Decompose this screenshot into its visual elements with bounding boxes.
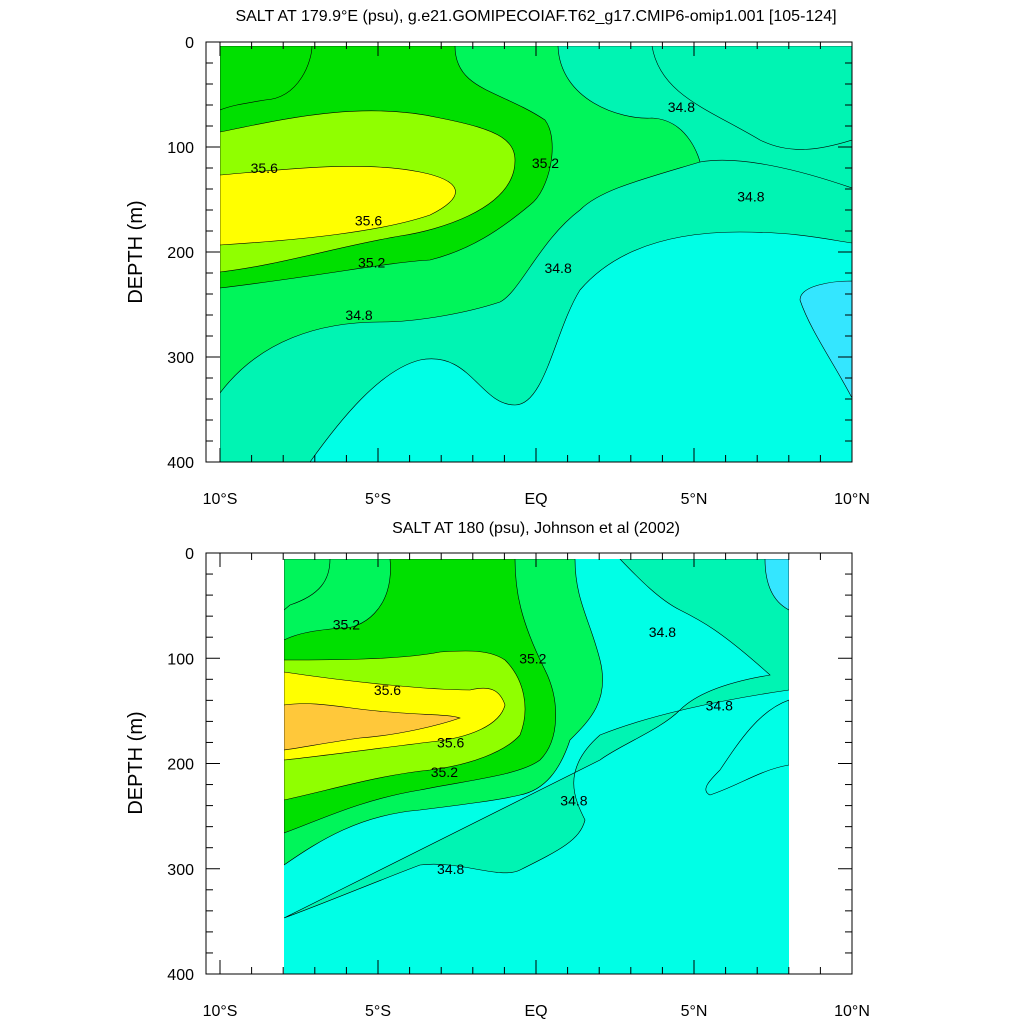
top-y-tick-label: 400 bbox=[167, 455, 194, 472]
top-contour-labels: 35.6 35.6 35.2 35.2 34.8 34.8 34.8 34.8 bbox=[251, 99, 765, 323]
top-contour-34.8-upper bbox=[651, 46, 852, 150]
top-contour-label: 35.2 bbox=[532, 155, 559, 171]
top-x-tick-label: EQ bbox=[524, 491, 547, 508]
bottom-fill-35.0b bbox=[284, 559, 331, 611]
bottom-fill-35.8 bbox=[284, 703, 461, 751]
bot-x-tick-label: EQ bbox=[524, 1003, 547, 1020]
top-contour-34.8-mid bbox=[699, 159, 852, 189]
bot-y-tick-label: 0 bbox=[185, 546, 194, 563]
bottom-y-axis-title: DEPTH (m) bbox=[125, 711, 147, 814]
bot-x-tick-label: 10°S bbox=[203, 1003, 238, 1020]
bot-contour-label: 35.6 bbox=[374, 682, 401, 698]
top-contour-label: 35.2 bbox=[358, 255, 385, 271]
bottom-fill-34.4 bbox=[764, 559, 789, 611]
top-y-tick-label: 300 bbox=[167, 350, 194, 367]
bot-x-tick-label: 10°N bbox=[834, 1003, 870, 1020]
bot-y-tick-label: 300 bbox=[167, 862, 194, 879]
top-title: SALT AT 179.9°E (psu), g.e21.GOMIPECOIAF… bbox=[235, 8, 836, 25]
top-fill-35.2b bbox=[220, 46, 313, 111]
top-x-axis: 10°S 5°S EQ 5°N 10°N bbox=[203, 42, 870, 508]
top-fill-34.4 bbox=[799, 280, 852, 399]
bot-contour-label: 34.8 bbox=[649, 624, 676, 640]
bottom-contour-labels: 35.2 35.2 35.6 35.6 35.2 34.8 34.8 34.8 34.8 bbox=[333, 617, 733, 877]
bot-y-tick-label: 400 bbox=[167, 967, 194, 984]
bot-contour-label: 35.6 bbox=[437, 734, 464, 750]
top-contour-fills bbox=[220, 46, 852, 462]
bottom-title: SALT AT 180 (psu), Johnson et al (2002) bbox=[392, 520, 680, 537]
bot-contour-label: 35.2 bbox=[431, 764, 458, 780]
top-y-tick-label: 0 bbox=[185, 35, 194, 52]
top-y-tick-label: 100 bbox=[167, 140, 194, 157]
bot-contour-label: 34.8 bbox=[437, 861, 464, 877]
top-contour-label: 34.8 bbox=[668, 99, 695, 115]
top-contour-label: 34.8 bbox=[345, 307, 372, 323]
top-contour-label: 35.6 bbox=[355, 213, 382, 229]
top-x-tick-label: 5°N bbox=[681, 491, 708, 508]
bottom-contour-fills bbox=[284, 559, 789, 974]
top-contour-label: 35.6 bbox=[251, 160, 278, 176]
top-x-tick-label: 10°S bbox=[203, 491, 238, 508]
top-contour-label: 34.8 bbox=[544, 260, 571, 276]
bot-contour-label: 35.2 bbox=[333, 617, 360, 633]
bot-contour-label: 34.8 bbox=[560, 792, 587, 808]
bottom-fill-34.6b bbox=[705, 699, 789, 796]
top-fill-35.6 bbox=[220, 166, 456, 246]
top-y-axis: 0 100 200 300 400 bbox=[167, 35, 852, 472]
top-x-tick-label: 5°S bbox=[365, 491, 391, 508]
bottom-y-axis: 0 100 200 300 400 bbox=[167, 546, 852, 984]
bottom-panel: SALT AT 180 (psu), Johnson et al (2002) … bbox=[125, 520, 870, 1020]
bot-contour-label: 35.2 bbox=[519, 650, 546, 666]
bot-x-tick-label: 5°S bbox=[365, 1003, 391, 1020]
top-y-axis-title: DEPTH (m) bbox=[125, 200, 147, 303]
bottom-x-axis: 10°S 5°S EQ 5°N 10°N bbox=[203, 553, 870, 1020]
top-contour-label: 34.8 bbox=[737, 188, 764, 204]
top-x-tick-label: 10°N bbox=[834, 491, 870, 508]
top-panel: SALT AT 179.9°E (psu), g.e21.GOMIPECOIAF… bbox=[125, 8, 870, 508]
bottom-fill-34.8 bbox=[284, 559, 789, 919]
top-y-tick-label: 200 bbox=[167, 245, 194, 262]
bot-y-tick-label: 100 bbox=[167, 651, 194, 668]
bot-x-tick-label: 5°N bbox=[681, 1003, 708, 1020]
bot-contour-label: 34.8 bbox=[706, 698, 733, 714]
bot-y-tick-label: 200 bbox=[167, 757, 194, 774]
